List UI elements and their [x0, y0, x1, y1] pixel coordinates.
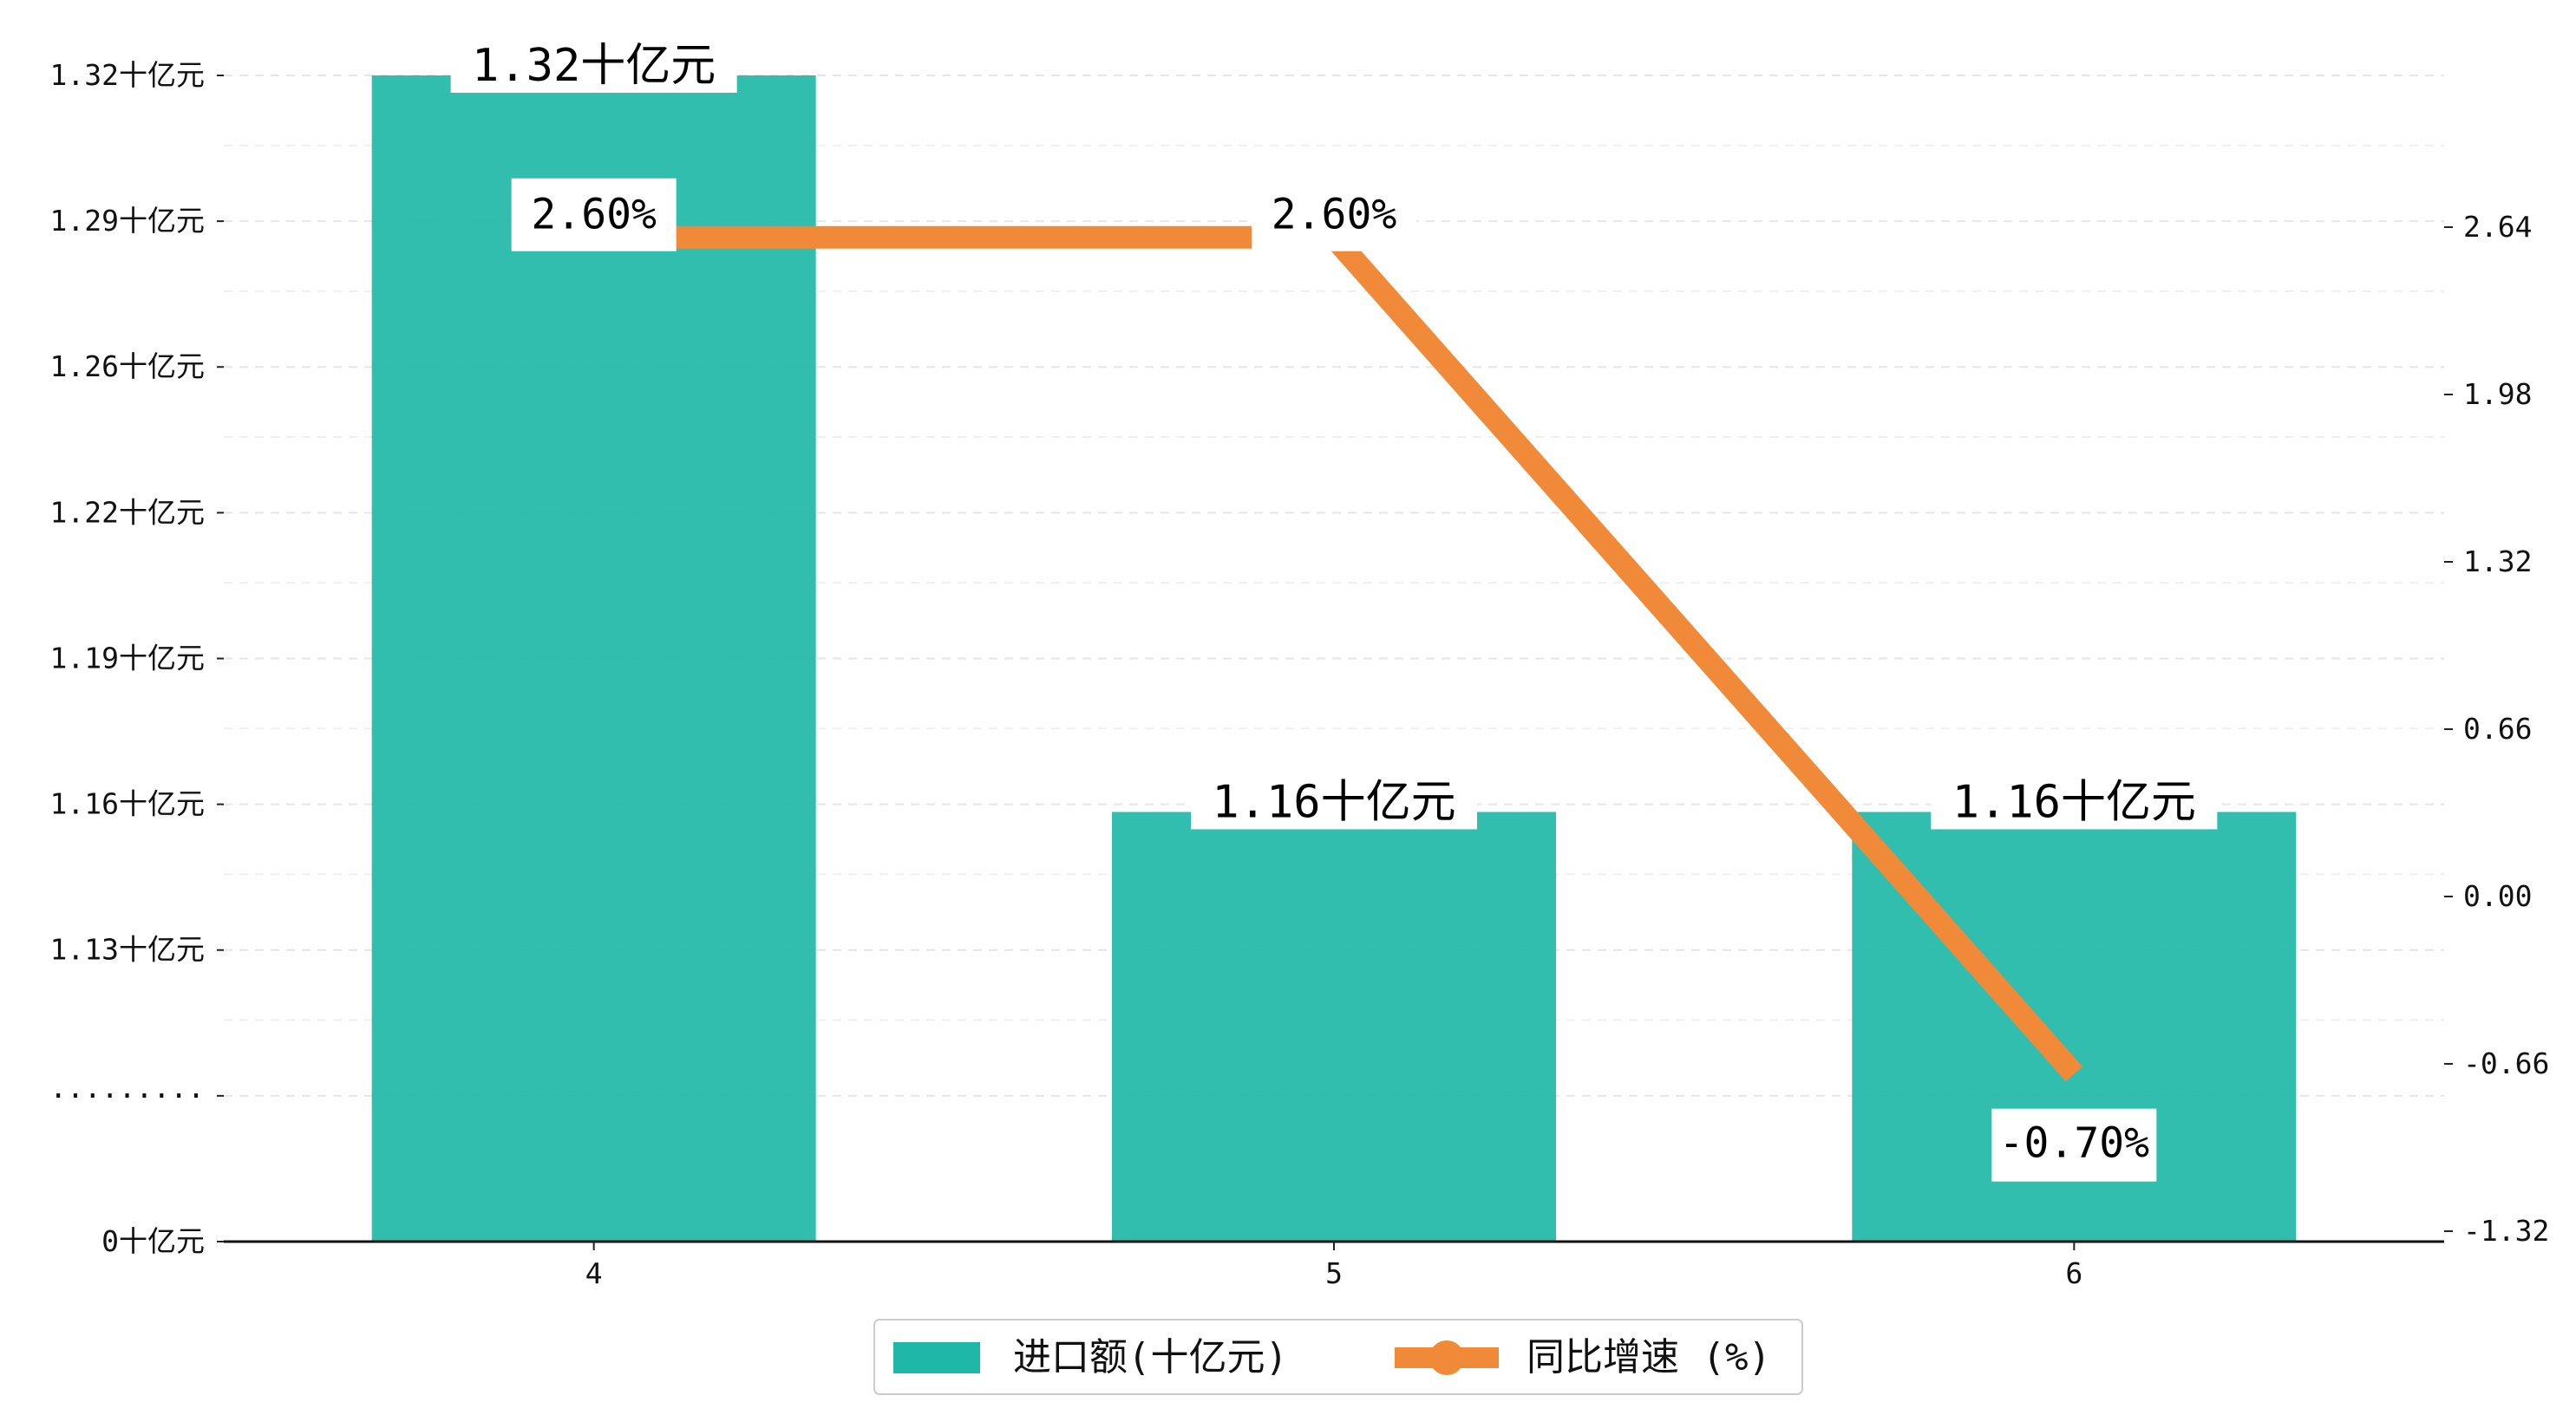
legend[interactable]: 进口额(十亿元) 同比增速 (%): [873, 1319, 1803, 1395]
bar-label-box: [1191, 770, 1477, 830]
x-tick-label: 4: [585, 1256, 603, 1290]
legend-label-bar: 进口额(十亿元): [1013, 1335, 1288, 1379]
bar-value-label: 1.32十亿元: [472, 40, 716, 92]
right-tick-label: 0.00: [2463, 879, 2532, 913]
left-tick-label: 1.32十亿元: [50, 58, 205, 92]
legend-label-line: 同比增速 (%): [1527, 1335, 1771, 1379]
bar-label-box: [1931, 770, 2218, 830]
right-tick-label: 1.32: [2463, 544, 2532, 578]
bar-5: [1112, 812, 1556, 1242]
data-labels: 1.32十亿元 1.16十亿元 1.16十亿元 2.60% 2.60% -0.70%: [450, 33, 2218, 1182]
line-value-label: 2.60%: [531, 191, 657, 239]
bars: [371, 75, 2297, 1242]
left-tick-label: 1.26十亿元: [50, 349, 205, 383]
line-label-box: [1991, 1108, 2157, 1182]
axes: 0十亿元 ········· 1.13十亿元 1.16十亿元 1.19十亿元 1.22十亿…: [49, 58, 2549, 1290]
left-tick-label: 1.16十亿元: [50, 787, 205, 821]
legend-marker-line: [1429, 1340, 1464, 1375]
line-value-label: 2.60%: [1272, 191, 1397, 239]
right-tick-label: 2.64: [2463, 210, 2532, 244]
legend-swatch-bar: [893, 1342, 980, 1373]
left-tick-label: ·········: [49, 1079, 205, 1112]
bar-label-box: [450, 33, 737, 93]
x-tick-label: 5: [1325, 1256, 1343, 1290]
left-tick-label: 1.29十亿元: [50, 204, 205, 238]
right-tick-label: -0.66: [2463, 1047, 2549, 1080]
line-value-label: -0.70%: [1999, 1119, 2149, 1168]
legend-box: [873, 1319, 1803, 1395]
left-tick-label: 1.19十亿元: [50, 641, 205, 675]
line-label-box: [511, 178, 677, 251]
bar-value-label: 1.16十亿元: [1212, 776, 1455, 828]
right-tick-label: 1.98: [2463, 377, 2532, 411]
line-label-box: [1252, 178, 1416, 251]
left-tick-label: 1.13十亿元: [50, 933, 205, 967]
bar-value-label: 1.16十亿元: [1952, 776, 2196, 828]
right-tick-label: 0.66: [2463, 712, 2532, 746]
right-tick-label: -1.32: [2463, 1214, 2549, 1248]
left-tick-label: 0十亿元: [101, 1224, 205, 1258]
bar-4: [371, 75, 816, 1242]
x-tick-label: 6: [2065, 1256, 2082, 1290]
left-tick-label: 1.22十亿元: [50, 495, 205, 529]
